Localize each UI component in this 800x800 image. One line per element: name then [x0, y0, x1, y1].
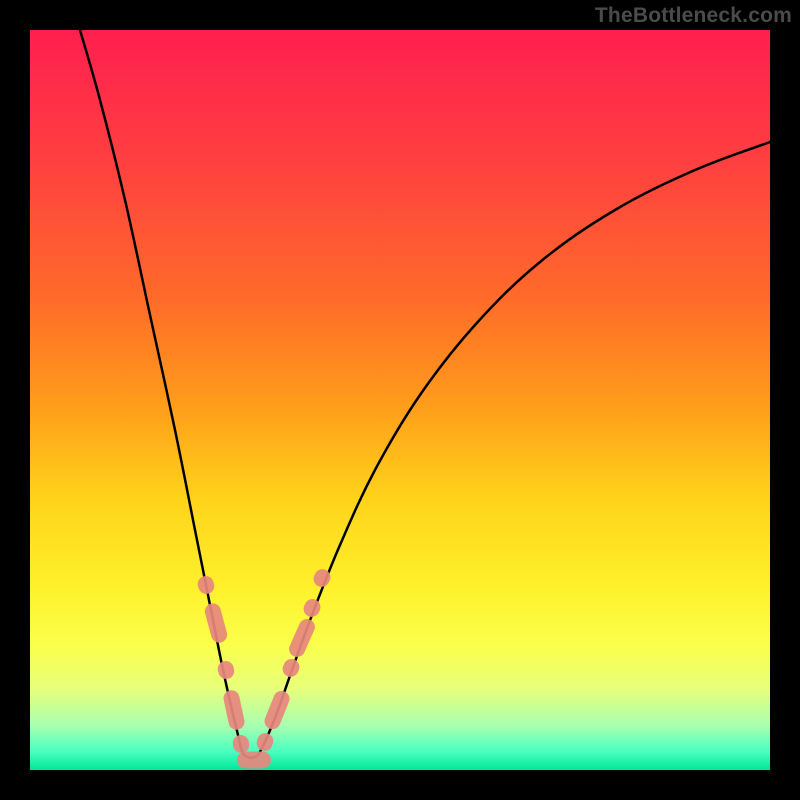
- plot-svg: [30, 30, 770, 770]
- plot-area: [30, 30, 770, 770]
- datapoint-marker: [237, 752, 271, 769]
- gradient-background: [30, 30, 770, 770]
- watermark-text: TheBottleneck.com: [595, 4, 792, 28]
- chart-frame: TheBottleneck.com: [0, 0, 800, 800]
